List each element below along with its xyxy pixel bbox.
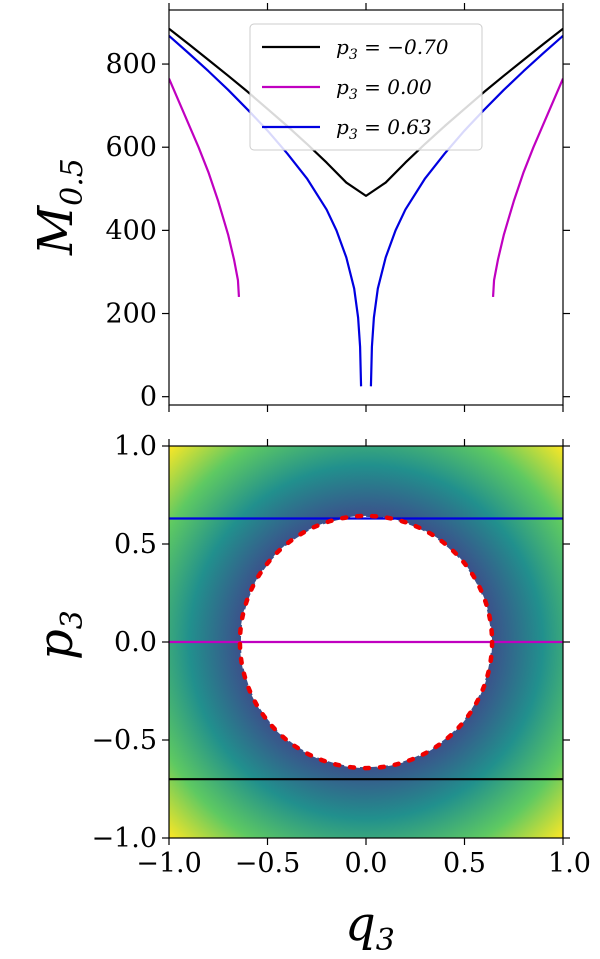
series-line-2-segment-0: [169, 34, 363, 387]
top-ytick-label-200: 200: [105, 299, 157, 330]
bottom-xtick-label-0p5: 0.5: [443, 848, 486, 879]
bottom-ylabel: p3: [28, 610, 90, 660]
bottom-xlabel: q3: [345, 896, 395, 958]
series-line-0-segment-0: [169, 27, 563, 197]
bottom-xtick-label-neg1: −1.0: [136, 848, 202, 879]
bottom-xtick-label-0: 0.0: [345, 848, 388, 879]
top-line-layer: [169, 27, 563, 387]
top-ylabel-sub: 0.5: [55, 158, 90, 206]
bottom-xtick-label-neg0p5: −0.5: [235, 848, 301, 879]
bottom-ylabel-sub: 3: [55, 610, 90, 629]
bottom-ytick-label-0: 0.0: [114, 627, 157, 658]
bottom-ytick-label-neg1: −1.0: [91, 823, 157, 854]
bottom-panel: −1.0−0.50.00.51.0−1.0 −0.5 0.0 0.5 1.0 p3 q3: [28, 431, 591, 958]
top-panel: 0 200 400 600 800 M0.5 p3 = −0.70 p3 = 0.00 …: [28, 3, 570, 413]
bottom-xlabel-sub: 3: [376, 923, 395, 958]
top-ylabel-base: M: [28, 204, 84, 256]
legend-label-p3-063: p3 = 0.63: [336, 115, 432, 143]
top-ylabel: M0.5: [28, 158, 90, 256]
legend-label-p3-neg070: p3 = −0.70: [336, 35, 449, 63]
boundary-circle-dotted: [237, 513, 495, 771]
bottom-ticks: −1.0 −0.5 0.0 0.5 1.0 −1.0 −0.5 0.0 0.5 1.0: [91, 431, 591, 879]
p3-reference-lines: [169, 517, 563, 781]
heatmap-layer: [169, 446, 563, 838]
top-ticks: 0 200 400 600 800: [105, 3, 570, 413]
series-line-2-segment-1: [369, 34, 563, 387]
top-ytick-label-0: 0: [140, 382, 157, 413]
top-ytick-label-800: 800: [105, 49, 157, 80]
bottom-ytick-label-1: 1.0: [114, 431, 157, 462]
bottom-xlabel-base: q: [345, 896, 376, 952]
bottom-xtick-label-1: 1.0: [548, 848, 591, 879]
legend-label-p3-000: p3 = 0.00: [336, 75, 432, 103]
top-ytick-label-400: 400: [105, 215, 157, 246]
bottom-ytick-label-0p5: 0.5: [114, 529, 157, 560]
legend: p3 = −0.70 p3 = 0.00 p3 = 0.63: [249, 23, 483, 151]
series-line-1-segment-1: [491, 78, 563, 297]
bottom-ylabel-base: p: [28, 629, 84, 660]
series-line-1-segment-0: [169, 78, 241, 297]
legend-box: [249, 23, 483, 151]
top-ytick-label-600: 600: [105, 132, 157, 163]
bottom-ytick-label-neg0p5: −0.5: [91, 725, 157, 756]
